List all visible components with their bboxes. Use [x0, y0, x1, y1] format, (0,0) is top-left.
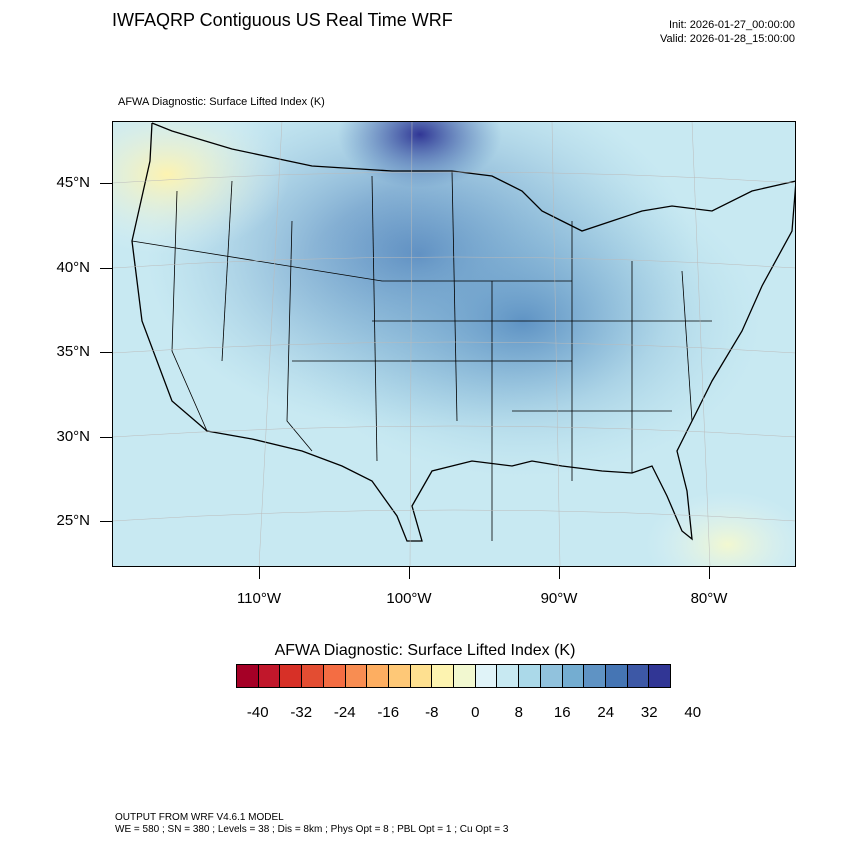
colorbar-label: -8 [425, 704, 439, 721]
colorbar-swatch [280, 665, 303, 687]
colorbar-swatch [237, 665, 259, 687]
lon-tick [559, 567, 560, 579]
lat-label-25n: 25°N [56, 512, 90, 529]
lat-tick [100, 268, 112, 269]
lat-label-35n: 35°N [56, 343, 90, 360]
colorbar-swatch [388, 665, 411, 687]
lat-label-45n: 45°N [56, 174, 90, 191]
lat-label-30n: 30°N [56, 428, 90, 445]
colorbar-swatch [584, 665, 606, 687]
colorbar-swatch [454, 665, 476, 687]
colorbar-swatch [323, 665, 346, 687]
colorbar-swatch [258, 665, 281, 687]
colorbar-label: 0 [471, 704, 480, 721]
colorbar-swatch [519, 665, 541, 687]
field-shade-north [112, 121, 796, 567]
colorbar-swatch [627, 665, 650, 687]
lat-tick [100, 437, 112, 438]
colorbar [236, 664, 671, 688]
colorbar-title: AFWA Diagnostic: Surface Lifted Index (K… [274, 642, 576, 659]
colorbar-label: -16 [377, 704, 400, 721]
graticule [112, 121, 796, 567]
colorbar-label: 8 [514, 704, 523, 721]
colorbar-label: 40 [684, 704, 702, 721]
colorbar-swatch [649, 665, 671, 687]
colorbar-label: 32 [640, 704, 658, 721]
colorbar-swatch [475, 665, 498, 687]
lat-tick [100, 521, 112, 522]
colorbar-label: 16 [553, 704, 571, 721]
colorbar-label: -40 [246, 704, 269, 721]
lat-label-40n: 40°N [56, 259, 90, 276]
lon-label-90w: 90°W [540, 590, 578, 607]
colorbar-label: 24 [597, 704, 615, 721]
state-borders [131, 170, 712, 541]
colorbar-swatch [497, 665, 520, 687]
colorbar-swatch [605, 665, 628, 687]
colorbar-label: -32 [290, 704, 313, 721]
lon-label-100w: 100°W [386, 590, 432, 607]
lon-label-80w: 80°W [690, 590, 728, 607]
chart-title: IWFAQRP Contiguous US Real Time WRF [112, 10, 453, 30]
colorbar-swatch [410, 665, 433, 687]
colorbar-swatch [562, 665, 585, 687]
colorbar-swatch [432, 665, 455, 687]
colorbar-swatch [302, 665, 324, 687]
lat-tick [100, 352, 112, 353]
colorbar-label: -24 [333, 704, 356, 721]
lon-tick [709, 567, 710, 579]
valid-time: Valid: 2026-01-28_15:00:00 [660, 33, 795, 45]
field-subtitle: AFWA Diagnostic: Surface Lifted Index (K… [118, 96, 325, 108]
map-panel [112, 121, 796, 567]
map-frame [112, 121, 796, 567]
init-time: Init: 2026-01-27_00:00:00 [669, 19, 795, 31]
lon-label-110w: 110°W [236, 590, 282, 607]
lon-tick [409, 567, 410, 579]
model-config: WE = 580 ; SN = 380 ; Levels = 38 ; Dis … [115, 824, 509, 835]
model-info: OUTPUT FROM WRF V4.6.1 MODEL [115, 812, 284, 823]
colorbar-swatch [367, 665, 389, 687]
lon-tick [259, 567, 260, 579]
colorbar-swatch [345, 665, 368, 687]
lat-tick [100, 183, 112, 184]
colorbar-swatch [540, 665, 563, 687]
